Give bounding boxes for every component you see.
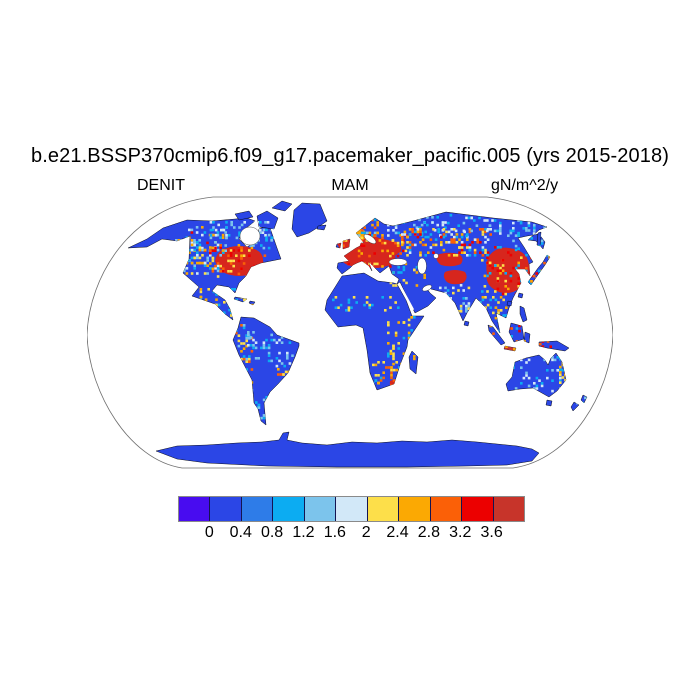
land-philippines bbox=[519, 305, 528, 323]
variable-label: DENIT bbox=[137, 177, 185, 194]
land-sri-lanka bbox=[463, 320, 470, 327]
colorbar-tick-9: 3.6 bbox=[480, 524, 503, 541]
persian-gulf bbox=[422, 284, 432, 292]
colorbar-cell-0 bbox=[179, 497, 210, 521]
colorbar-tick-5: 2 bbox=[361, 524, 371, 541]
colorbar-cell-2 bbox=[240, 497, 273, 521]
land-baffin-island bbox=[256, 210, 279, 230]
colorbar-tick-labels: 0 0.4 0.8 1.2 1.6 2 2.4 2.8 3.2 3.6 bbox=[0, 524, 700, 544]
colorbar-tick-8: 3.2 bbox=[449, 524, 472, 541]
colorbar-cell-7 bbox=[398, 497, 430, 521]
baltic-sea bbox=[363, 234, 377, 244]
punjab-hotspot bbox=[443, 270, 467, 285]
land-borneo bbox=[508, 322, 525, 343]
colorbar-cell-10 bbox=[492, 497, 524, 521]
colorbar-tick-3: 1.2 bbox=[292, 524, 315, 541]
colorbar-cell-9 bbox=[461, 497, 493, 521]
colorbar-cell-3 bbox=[272, 497, 304, 521]
colorbar-tick-2: 0.8 bbox=[260, 524, 284, 541]
colorbar-tick-7: 2.8 bbox=[417, 524, 441, 541]
caspian-sea bbox=[417, 257, 427, 275]
robinson-projection-svg bbox=[87, 196, 613, 469]
units-label: gN/m^2/y bbox=[491, 177, 559, 194]
black-sea bbox=[388, 258, 408, 266]
world-map bbox=[87, 196, 613, 470]
projection-outline bbox=[87, 196, 613, 469]
land-australia bbox=[505, 352, 567, 398]
colorbar-tick-6: 2.4 bbox=[386, 524, 409, 541]
colorbar bbox=[178, 496, 525, 522]
colorbar-cell-6 bbox=[366, 497, 399, 521]
land-madagascar bbox=[408, 350, 419, 375]
aral-sea bbox=[433, 253, 439, 259]
inland-seas bbox=[239, 226, 439, 311]
plot-title: b.e21.BSSP370cmip6.f09_g17.pacemaker_pac… bbox=[31, 145, 669, 167]
land-greenland bbox=[291, 202, 328, 238]
land-antarctica bbox=[155, 431, 540, 468]
land-taiwan bbox=[517, 292, 524, 299]
red-sea bbox=[397, 283, 415, 311]
colorbar-cell-1 bbox=[209, 497, 241, 521]
landmasses bbox=[127, 200, 588, 468]
colorbar-tick-4: 1.6 bbox=[323, 524, 346, 541]
colorbar-cell-5 bbox=[335, 497, 367, 521]
colorbar-cell-4 bbox=[303, 497, 336, 521]
land-south-america bbox=[232, 316, 300, 426]
colorbar-tick-0: 0 bbox=[204, 524, 214, 541]
land-tasmania bbox=[545, 399, 553, 407]
land-hainan bbox=[506, 300, 513, 307]
land-nz-south bbox=[570, 401, 580, 412]
hudson-bay bbox=[239, 226, 261, 246]
colorbar-tick-1: 0.4 bbox=[229, 524, 252, 541]
land-ellesmere-island bbox=[271, 200, 293, 212]
china-hotspot bbox=[486, 247, 529, 294]
colorbar-cell-8 bbox=[429, 497, 462, 521]
land-iceland bbox=[316, 224, 327, 231]
season-label: MAM bbox=[331, 177, 369, 194]
